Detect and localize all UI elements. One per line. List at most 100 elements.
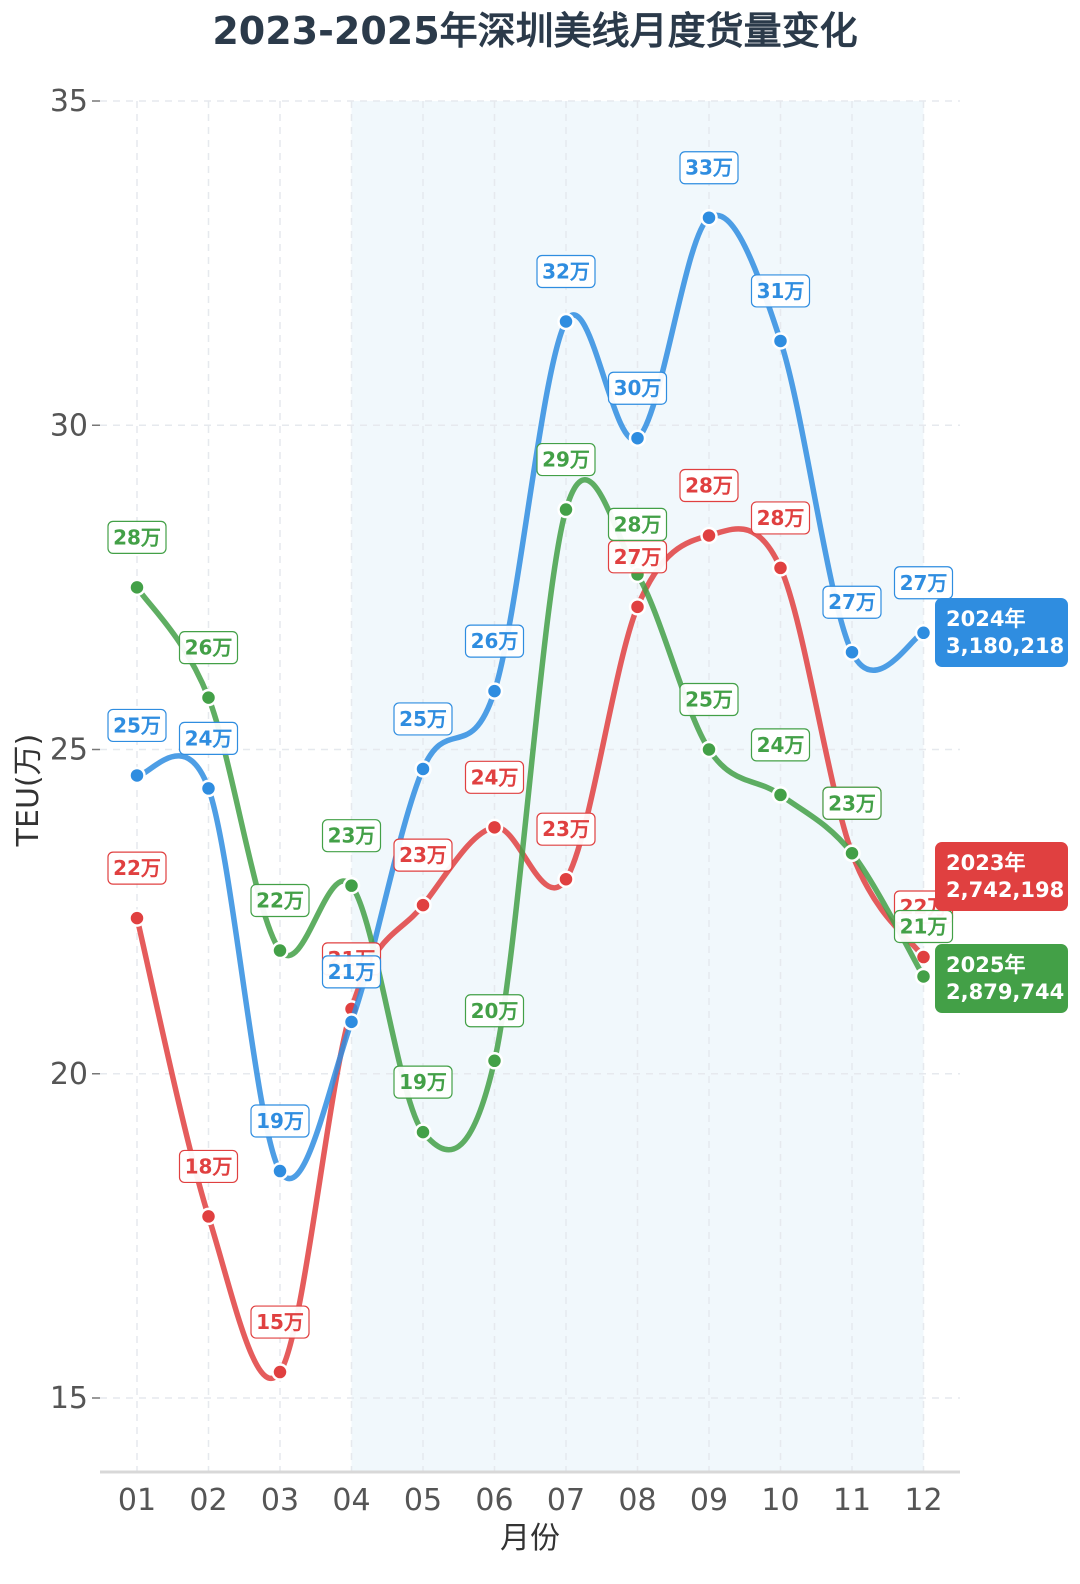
data-label-box [250,1104,310,1138]
data-label-text: 25万 [113,713,161,737]
data-label: 27万 [607,540,668,574]
data-label-box [822,585,882,619]
data-label: 29万 [536,442,596,477]
data-label: 21万 [893,909,954,944]
data-label-box [178,721,239,756]
data-label: 32万 [536,254,596,289]
data-point [271,1363,289,1381]
end-label-box [935,842,1068,911]
data-point [771,559,790,577]
data-label-box [536,254,596,289]
series-line [134,526,927,1382]
data-label: 22万 [250,883,310,918]
end-label: 2025年 2,879,744 [935,944,1068,1013]
data-label: 31万 [750,274,811,308]
data-label: 27万 [893,566,954,600]
data-label-text: 24万 [757,733,805,757]
data-label-box [464,994,525,1028]
highlight-band [351,101,924,1472]
data-label-text: 18万 [185,1154,233,1178]
data-label: 23万 [393,838,453,872]
data-label-text: 27万 [828,590,876,614]
data-point [700,526,718,545]
x-tick-label: 11 [833,1483,871,1518]
data-label-text: 23万 [828,791,876,815]
data-label: 19万 [393,1065,453,1099]
data-label-box [178,631,239,665]
data-point [843,844,861,863]
data-label: 23万 [822,786,882,820]
data-label-box [107,520,167,554]
x-tick-label: 07 [547,1483,585,1518]
data-label: 28万 [679,468,739,503]
x-tick-label: 05 [404,1483,442,1518]
data-point [557,870,575,888]
data-label-text: 22万 [256,889,304,913]
data-label: 28万 [607,507,668,542]
data-label-text: 29万 [542,448,590,472]
data-label-text: 27万 [614,545,662,569]
x-tick-label: 03 [261,1483,299,1518]
data-label-box [464,624,525,658]
data-label-text: 21万 [328,960,376,984]
end-label-value: 3,180,218 [946,634,1064,658]
data-label-text: 23万 [399,843,447,867]
data-point [128,578,146,597]
x-tick-label: 08 [618,1483,656,1518]
data-label-text: 27万 [900,571,948,595]
x-tick-label: 04 [332,1483,370,1518]
chart-title: 2023-2025年深圳美线月度货量变化 [212,9,857,53]
data-label: 24万 [178,721,239,756]
data-label-text: 19万 [399,1070,447,1094]
series-2023年 [128,526,933,1382]
data-label-box [107,851,167,885]
data-label-box [679,682,739,717]
data-point [342,876,361,895]
data-label: 20万 [464,994,525,1028]
data-label: 23万 [536,812,596,846]
data-label-box [178,1149,239,1184]
data-label-box [321,819,382,853]
data-label-box [750,501,811,535]
data-point [628,598,647,616]
x-tick-label: 09 [690,1483,728,1518]
data-point [914,967,933,986]
data-label-text: 28万 [614,512,662,536]
end-label-series: 2023年 [946,851,1025,875]
data-label-text: 20万 [471,999,519,1023]
x-tick-label: 10 [761,1483,799,1518]
end-label-box [935,944,1068,1013]
data-point [700,740,718,759]
data-point [271,1162,289,1180]
data-point [128,909,146,927]
data-point [557,500,575,519]
data-label-box [536,442,596,477]
data-label-box [679,468,739,503]
data-label: 25万 [393,702,453,736]
data-label-box [607,507,668,542]
data-label-box [893,909,954,944]
data-label-text: 24万 [185,726,233,750]
data-label-box [679,151,739,185]
data-point [414,760,432,778]
data-point [414,1123,432,1141]
data-point [485,1052,504,1070]
data-label-text: 28万 [113,525,161,549]
data-label-text: 30万 [614,376,662,400]
data-point [199,688,218,707]
data-label: 18万 [178,1149,239,1184]
data-label: 22万 [107,851,167,885]
y-tick-label: 30 [50,408,88,443]
data-point [414,896,432,914]
data-point [843,643,861,661]
y-tick-label: 35 [50,84,88,119]
data-label-box [750,274,811,308]
data-label: 24万 [464,760,525,794]
data-point [557,312,575,331]
end-label-box [935,598,1068,667]
data-point [128,766,146,785]
data-point [485,682,504,700]
y-tick-label: 25 [50,733,88,768]
end-label-series: 2025年 [946,953,1025,977]
data-label: 30万 [607,371,668,405]
